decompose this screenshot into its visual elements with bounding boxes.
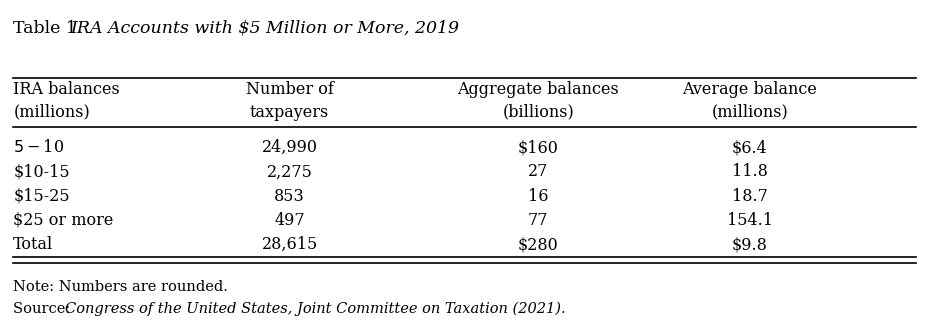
Text: $280: $280 (517, 236, 558, 253)
Text: $6.4: $6.4 (731, 139, 767, 156)
Text: $25 or more: $25 or more (13, 212, 113, 229)
Text: (billions): (billions) (502, 104, 574, 121)
Text: 16: 16 (527, 188, 548, 204)
Text: Average balance: Average balance (682, 81, 817, 98)
Text: Source:: Source: (13, 302, 75, 316)
Text: IRA balances: IRA balances (13, 81, 120, 98)
Text: Table 1.: Table 1. (13, 20, 88, 36)
Text: 11.8: 11.8 (731, 163, 767, 180)
Text: $15-25: $15-25 (13, 188, 70, 204)
Text: 2,275: 2,275 (266, 163, 312, 180)
Text: $10-15: $10-15 (13, 163, 70, 180)
Text: Aggregate balances: Aggregate balances (457, 81, 618, 98)
Text: 28,615: 28,615 (261, 236, 317, 253)
Text: 154.1: 154.1 (726, 212, 772, 229)
Text: Total: Total (13, 236, 54, 253)
Text: 77: 77 (527, 212, 548, 229)
Text: Note: Numbers are rounded.: Note: Numbers are rounded. (13, 280, 228, 294)
Text: 24,990: 24,990 (262, 139, 317, 156)
Text: (millions): (millions) (711, 104, 788, 121)
Text: taxpayers: taxpayers (250, 104, 329, 121)
Text: 18.7: 18.7 (731, 188, 767, 204)
Text: IRA Accounts with $5 Million or More, 2019: IRA Accounts with $5 Million or More, 20… (71, 20, 459, 36)
Text: $9.8: $9.8 (731, 236, 767, 253)
Text: (millions): (millions) (13, 104, 90, 121)
Text: $5-$10: $5-$10 (13, 139, 64, 156)
Text: 27: 27 (527, 163, 548, 180)
Text: Number of: Number of (245, 81, 333, 98)
Text: Congress of the United States, Joint Committee on Taxation (2021).: Congress of the United States, Joint Com… (65, 302, 565, 316)
Text: 853: 853 (274, 188, 304, 204)
Text: 497: 497 (274, 212, 304, 229)
Text: $160: $160 (517, 139, 558, 156)
